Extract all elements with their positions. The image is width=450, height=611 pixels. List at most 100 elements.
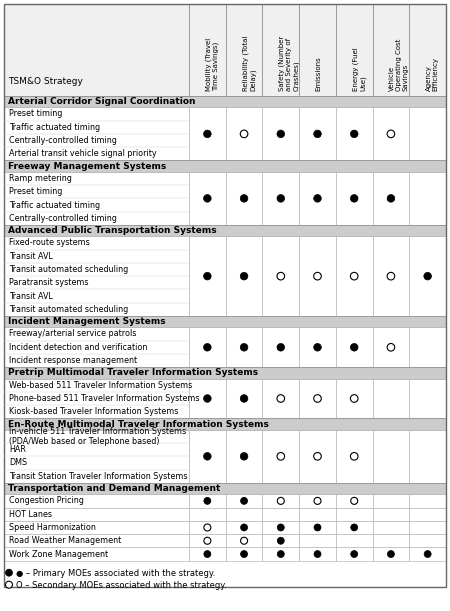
Bar: [299, 430, 336, 483]
Text: Freeway Management Systems: Freeway Management Systems: [8, 162, 166, 170]
Bar: [410, 108, 446, 161]
Text: Traffic actuated timing: Traffic actuated timing: [9, 123, 100, 132]
Text: Road Weather Management: Road Weather Management: [9, 536, 121, 545]
Bar: [336, 534, 373, 547]
Circle shape: [203, 194, 211, 202]
Text: Energy (Fuel
Use): Energy (Fuel Use): [352, 47, 366, 91]
Text: TSM&O Strategy: TSM&O Strategy: [8, 77, 83, 86]
Text: In-vehicle 511 Traveler Information Systems
(PDA/Web based or Telephone based): In-vehicle 511 Traveler Information Syst…: [9, 426, 186, 446]
Bar: [299, 172, 336, 225]
Bar: [262, 327, 299, 367]
Bar: [336, 172, 373, 225]
Circle shape: [277, 453, 284, 460]
Bar: [336, 494, 373, 508]
Bar: [299, 547, 336, 561]
Bar: [299, 534, 336, 547]
Text: Incident Management Systems: Incident Management Systems: [8, 317, 166, 326]
Circle shape: [277, 497, 284, 504]
Circle shape: [240, 194, 248, 202]
Circle shape: [314, 343, 321, 351]
Text: HAR: HAR: [9, 445, 26, 454]
Bar: [336, 379, 373, 419]
Bar: [4, 483, 446, 494]
Circle shape: [277, 130, 284, 137]
Bar: [189, 547, 226, 561]
Circle shape: [277, 343, 284, 351]
Bar: [410, 534, 446, 547]
Bar: [410, 327, 446, 367]
Bar: [336, 108, 373, 161]
Bar: [336, 327, 373, 367]
Text: Emissions: Emissions: [315, 56, 321, 91]
Bar: [4, 547, 189, 561]
Circle shape: [240, 273, 248, 280]
Bar: [189, 379, 226, 419]
Bar: [299, 508, 336, 521]
Circle shape: [203, 343, 211, 351]
Bar: [4, 161, 446, 172]
Text: Arterial Corridor Signal Coordination: Arterial Corridor Signal Coordination: [8, 97, 195, 106]
Bar: [299, 521, 336, 534]
Circle shape: [240, 395, 248, 402]
Circle shape: [314, 194, 321, 202]
Circle shape: [204, 524, 211, 531]
Text: Ramp metering: Ramp metering: [9, 174, 72, 183]
Text: Fixed-route systems: Fixed-route systems: [9, 238, 90, 247]
Circle shape: [351, 343, 358, 351]
Bar: [189, 430, 226, 483]
Bar: [299, 4, 336, 96]
Text: Centrally-controlled timing: Centrally-controlled timing: [9, 136, 117, 145]
Circle shape: [314, 497, 321, 504]
Text: HOT Lanes: HOT Lanes: [9, 510, 52, 519]
Bar: [4, 327, 189, 367]
Circle shape: [277, 273, 284, 280]
Bar: [4, 419, 446, 430]
Bar: [373, 236, 410, 316]
Bar: [373, 379, 410, 419]
Circle shape: [5, 569, 13, 576]
Bar: [336, 4, 373, 96]
Text: Freeway/arterial service patrols: Freeway/arterial service patrols: [9, 329, 136, 338]
Circle shape: [314, 395, 321, 402]
Text: Mobility (Travel
Time Savings): Mobility (Travel Time Savings): [205, 38, 219, 91]
Bar: [262, 534, 299, 547]
Text: Work Zone Management: Work Zone Management: [9, 549, 108, 558]
Bar: [4, 521, 189, 534]
Bar: [410, 430, 446, 483]
Bar: [4, 494, 189, 508]
Text: Transit automated scheduling: Transit automated scheduling: [9, 305, 128, 314]
Bar: [336, 547, 373, 561]
Bar: [299, 108, 336, 161]
Bar: [189, 534, 226, 547]
Text: Vehicle
Operating Cost
Savings: Vehicle Operating Cost Savings: [389, 38, 409, 91]
Bar: [4, 367, 446, 379]
Circle shape: [351, 551, 358, 558]
Bar: [226, 547, 262, 561]
Circle shape: [351, 194, 358, 202]
Bar: [299, 379, 336, 419]
Bar: [299, 494, 336, 508]
Circle shape: [351, 453, 358, 460]
Circle shape: [314, 453, 321, 460]
Circle shape: [424, 273, 432, 280]
Bar: [410, 494, 446, 508]
Bar: [262, 547, 299, 561]
Bar: [4, 96, 446, 108]
Bar: [410, 379, 446, 419]
Text: Safety (Number
and Severity of
Crashes): Safety (Number and Severity of Crashes): [279, 36, 300, 91]
Bar: [373, 494, 410, 508]
Bar: [226, 172, 262, 225]
Bar: [226, 4, 262, 96]
Circle shape: [387, 194, 395, 202]
Circle shape: [314, 524, 321, 531]
Bar: [189, 327, 226, 367]
Circle shape: [277, 537, 284, 544]
Text: Transit AVL: Transit AVL: [9, 291, 53, 301]
Text: Arterial transit vehicle signal priority: Arterial transit vehicle signal priority: [9, 149, 157, 158]
Text: Reliability (Total
Delay): Reliability (Total Delay): [242, 35, 256, 91]
Bar: [226, 327, 262, 367]
Circle shape: [387, 130, 395, 137]
Text: Transit AVL: Transit AVL: [9, 252, 53, 261]
Text: Transit automated scheduling: Transit automated scheduling: [9, 265, 128, 274]
Circle shape: [277, 551, 284, 558]
